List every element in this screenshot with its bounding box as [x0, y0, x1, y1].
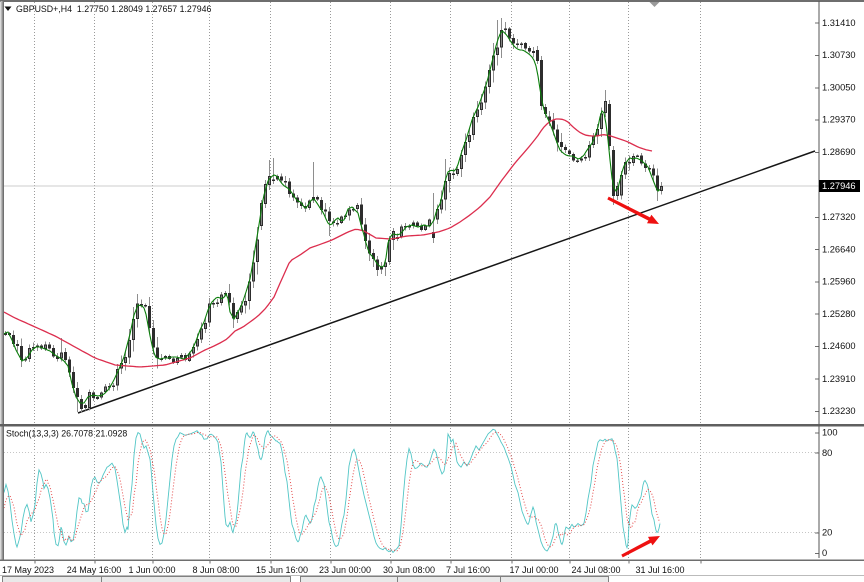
svg-text:1.30730: 1.30730: [822, 50, 856, 60]
svg-text:7 Jul 16:00: 7 Jul 16:00: [446, 565, 490, 575]
svg-text:1.24600: 1.24600: [822, 341, 856, 351]
svg-text:1.26640: 1.26640: [822, 244, 856, 254]
svg-text:1.25960: 1.25960: [822, 277, 856, 287]
svg-text:1.29370: 1.29370: [822, 115, 856, 125]
svg-text:23 Jun 00:00: 23 Jun 00:00: [319, 565, 371, 575]
svg-text:100: 100: [822, 428, 838, 438]
svg-text:1.27946: 1.27946: [822, 181, 856, 191]
svg-text:1.23230: 1.23230: [822, 406, 856, 416]
svg-text:31 Jul 16:00: 31 Jul 16:00: [635, 565, 684, 575]
svg-text:15 Jun 16:00: 15 Jun 16:00: [256, 565, 308, 575]
svg-text:80: 80: [822, 448, 832, 458]
svg-text:1.23910: 1.23910: [822, 374, 856, 384]
svg-text:1.27320: 1.27320: [822, 212, 856, 222]
svg-text:1.25280: 1.25280: [822, 309, 856, 319]
svg-text:0: 0: [822, 548, 827, 558]
svg-text:20: 20: [822, 528, 832, 538]
svg-text:1 Jun 00:00: 1 Jun 00:00: [128, 565, 175, 575]
svg-text:1.30050: 1.30050: [822, 83, 856, 93]
svg-text:17 Jul 00:00: 17 Jul 00:00: [509, 565, 558, 575]
svg-text:1.28690: 1.28690: [822, 147, 856, 157]
svg-text:17 May 2023: 17 May 2023: [2, 565, 54, 575]
svg-text:1.31410: 1.31410: [822, 18, 856, 28]
svg-text:24 May 16:00: 24 May 16:00: [67, 565, 122, 575]
svg-text:30 Jun 08:00: 30 Jun 08:00: [383, 565, 435, 575]
svg-text:Stoch(13,3,3) 26.7078 21.0928: Stoch(13,3,3) 26.7078 21.0928: [6, 429, 127, 439]
svg-text:8 Jun 08:00: 8 Jun 08:00: [192, 565, 239, 575]
svg-text:24 Jul 08:00: 24 Jul 08:00: [571, 565, 620, 575]
svg-text:GBPUSD+,H4 1.27750 1.28049 1.: GBPUSD+,H4 1.27750 1.28049 1.27657 1.279…: [16, 4, 211, 14]
